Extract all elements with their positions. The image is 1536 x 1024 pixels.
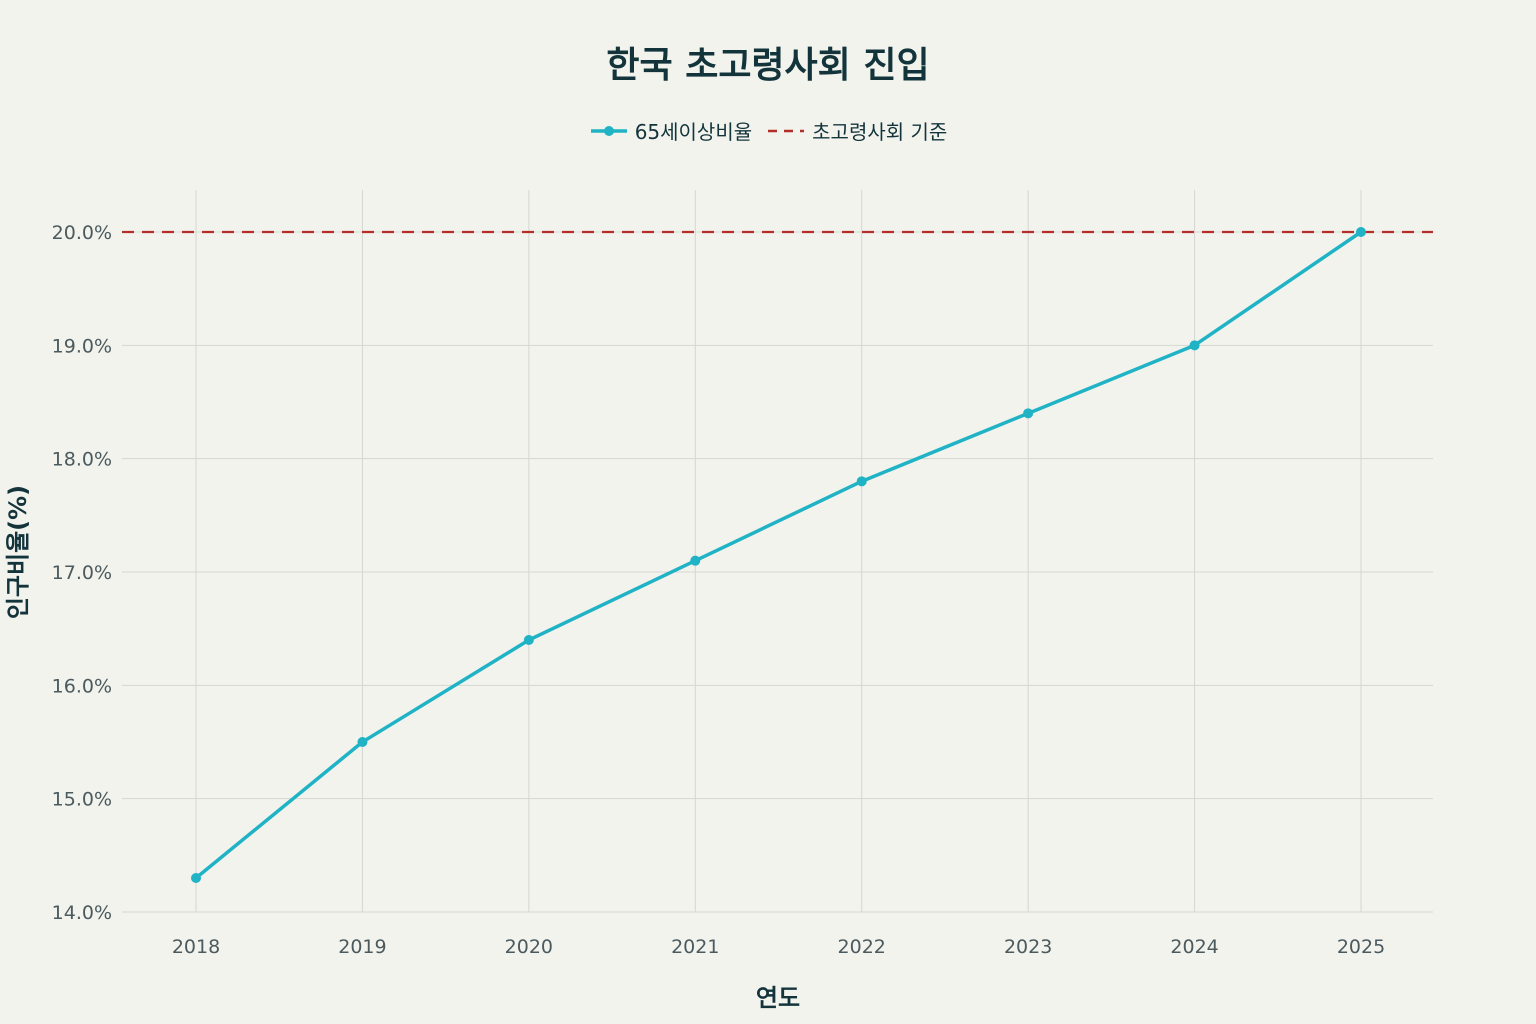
x-tick-label: 2024 [1170, 936, 1218, 958]
data-point[interactable] [523, 635, 534, 645]
y-tick-label: 14.0% [52, 902, 112, 924]
x-axis-title: 연도 [756, 984, 800, 1012]
x-tick-label: 2019 [338, 936, 386, 958]
x-tick-label: 2022 [838, 936, 886, 958]
legend-label-series: 65세이상비율 [634, 120, 753, 144]
data-point[interactable] [856, 476, 867, 487]
legend-item-threshold[interactable]: 초고령사회 기준 [766, 116, 947, 145]
x-tick-label: 2025 [1337, 936, 1385, 958]
data-point[interactable] [1023, 408, 1034, 419]
y-axis-title: 인구비율(%) [4, 485, 32, 619]
x-tick-label: 2023 [1004, 936, 1052, 958]
legend: 65세이상비율 초고령사회 기준 [0, 116, 1536, 145]
y-tick-label: 15.0% [52, 789, 112, 811]
data-point[interactable] [1356, 227, 1366, 237]
legend-label-threshold: 초고령사회 기준 [812, 120, 948, 144]
data-point[interactable] [357, 737, 368, 747]
legend-line-marker-icon [590, 125, 627, 136]
data-point[interactable] [1189, 340, 1200, 351]
chart-title: 한국 초고령사회 진입 [606, 45, 930, 86]
data-point[interactable] [690, 555, 701, 566]
series-line [194, 230, 1363, 880]
x-tick-label: 2018 [172, 936, 220, 958]
legend-dashed-line-icon [768, 129, 805, 132]
x-tick-label: 2020 [505, 936, 553, 958]
y-tick-label: 16.0% [52, 675, 112, 697]
y-tick-label: 17.0% [52, 562, 112, 584]
y-tick-label: 18.0% [52, 449, 112, 471]
data-point[interactable] [191, 873, 201, 883]
legend-item-series[interactable]: 65세이상비율 [589, 116, 752, 145]
x-tick-label: 2021 [671, 936, 719, 958]
y-tick-label: 19.0% [52, 335, 112, 357]
y-tick-label: 20.0% [52, 222, 112, 244]
